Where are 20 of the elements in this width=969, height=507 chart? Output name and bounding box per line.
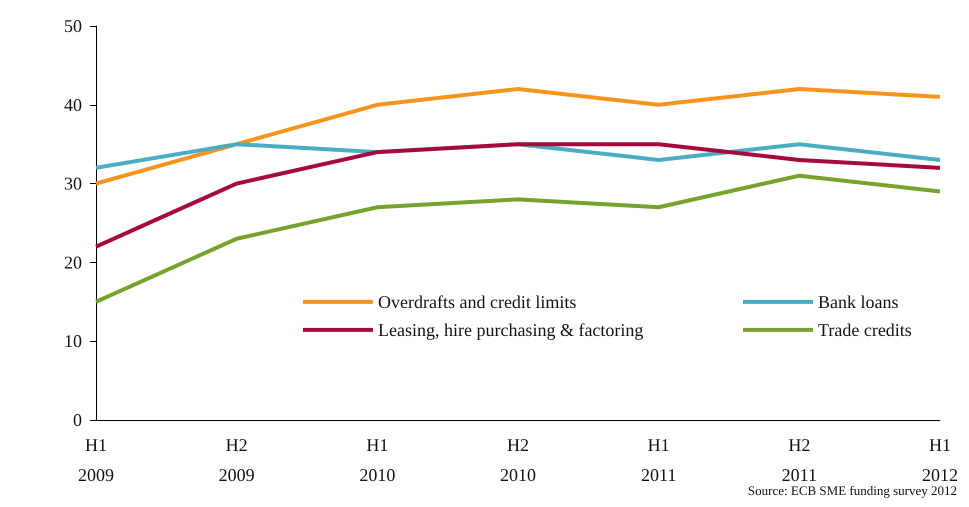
legend-label: Bank loans — [818, 292, 898, 312]
x-tick-label: H2 2011 — [782, 435, 818, 485]
y-tick-label: 20 — [64, 252, 82, 272]
line-series — [94, 142, 942, 249]
x-tick-label: H1 2009 — [78, 435, 114, 485]
y-tick-label: 0 — [73, 410, 82, 430]
y-tick-label: 50 — [64, 16, 82, 36]
y-tick-label: 30 — [64, 174, 82, 194]
y-tick-label: 40 — [64, 94, 82, 115]
x-tick-label: H1 2012 — [922, 435, 958, 485]
legend-label: Leasing, hire purchasing & factoring — [378, 320, 644, 340]
x-tick-label: H1 2010 — [359, 435, 396, 485]
source-note: Source: ECB SME funding survey 2012 — [748, 483, 958, 498]
x-tick-label: H2 2009 — [218, 435, 255, 485]
x-tick-label: H1 2011 — [640, 435, 676, 485]
x-tick-label: H2 2010 — [500, 435, 536, 485]
line-series — [94, 87, 942, 186]
legend-label: Overdrafts and credit limits — [378, 292, 576, 312]
y-tick-label: 10 — [64, 331, 82, 352]
legend-label: Trade credits — [818, 320, 912, 340]
